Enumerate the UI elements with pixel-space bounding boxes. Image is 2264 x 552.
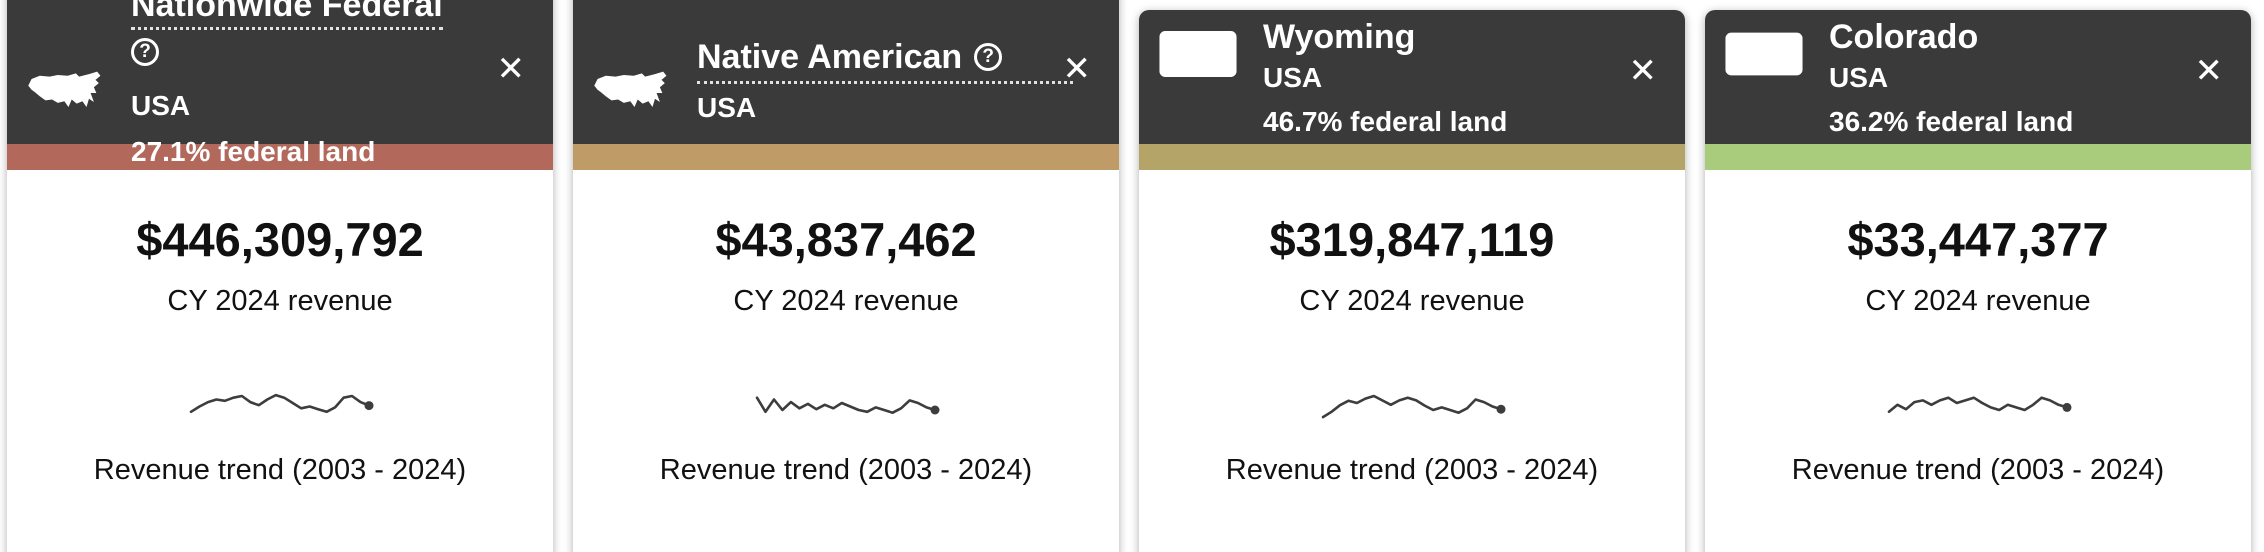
revenue-value: $43,837,462 <box>715 213 977 266</box>
revenue-caption: CY 2024 revenue <box>733 285 959 317</box>
federal-land-label: 27.1% federal land <box>131 136 376 167</box>
region-card-nationwide-federal: ✕ Nationwide Federal ? USA 27.1% federal… <box>7 0 553 552</box>
accent-bar <box>573 144 1119 170</box>
revenue-caption: CY 2024 revenue <box>1299 285 1525 317</box>
region-card-colorado: ✕ Colorado USA 36.2% federal land $33,44… <box>1705 10 2251 552</box>
card-header: ✕ Colorado USA 36.2% federal land <box>1705 10 2251 144</box>
card-title: Colorado <box>1829 18 1979 56</box>
trend-caption: Revenue trend (2003 - 2024) <box>1225 454 1599 486</box>
card-title-row: Native American ? <box>697 38 1073 85</box>
card-title[interactable]: Nationwide Federal <box>131 0 443 31</box>
card-body: $446,309,792 CY 2024 revenue Revenue tre… <box>7 212 553 487</box>
revenue-sparkline <box>1139 374 1685 432</box>
region-label: USA <box>1829 62 1889 93</box>
wyoming-shape-icon <box>1157 26 1239 82</box>
colorado-shape-icon <box>1723 26 1805 82</box>
usa-map-icon <box>25 66 107 120</box>
accent-bar <box>1139 144 1685 170</box>
region-label: USA <box>697 92 757 123</box>
region-card-wyoming: ✕ Wyoming USA 46.7% federal land $319,84… <box>1139 10 1685 552</box>
close-icon[interactable]: ✕ <box>496 50 526 88</box>
accent-bar <box>1705 144 2251 170</box>
federal-land-label: 46.7% federal land <box>1263 106 1508 137</box>
revenue-value: $446,309,792 <box>136 213 424 266</box>
trend-caption: Revenue trend (2003 - 2024) <box>659 454 1033 486</box>
revenue-value: $319,847,119 <box>1269 213 1555 266</box>
help-icon[interactable]: ? <box>974 43 1003 72</box>
revenue-value: $33,447,377 <box>1847 213 2109 266</box>
revenue-sparkline <box>1705 374 2251 432</box>
card-body: $319,847,119 CY 2024 revenue Revenue tre… <box>1139 212 1685 487</box>
card-header: ✕ Nationwide Federal ? USA 27.1% federal… <box>7 0 553 167</box>
close-icon[interactable]: ✕ <box>1628 52 1658 90</box>
region-card-native-american: ✕ Native American ? USA $43,837,462 CY 2… <box>573 0 1119 552</box>
card-header: ✕ Wyoming USA 46.7% federal land <box>1139 10 1685 144</box>
federal-land-label: 36.2% federal land <box>1829 106 2074 137</box>
accent-bar <box>7 144 553 170</box>
card-title: Wyoming <box>1263 18 1416 56</box>
help-icon[interactable]: ? <box>131 38 159 66</box>
close-icon[interactable]: ✕ <box>2194 52 2224 90</box>
region-label: USA <box>1263 62 1323 93</box>
revenue-sparkline <box>7 374 553 432</box>
card-title[interactable]: Native American <box>697 38 963 76</box>
usa-map-icon <box>591 66 673 120</box>
close-icon[interactable]: ✕ <box>1062 50 1092 88</box>
revenue-sparkline <box>573 374 1119 432</box>
region-label: USA <box>131 90 191 121</box>
trend-caption: Revenue trend (2003 - 2024) <box>1791 454 2165 486</box>
card-body: $33,447,377 CY 2024 revenue Revenue tren… <box>1705 212 2251 487</box>
revenue-caption: CY 2024 revenue <box>167 285 393 317</box>
card-body: $43,837,462 CY 2024 revenue Revenue tren… <box>573 212 1119 487</box>
revenue-caption: CY 2024 revenue <box>1865 285 2091 317</box>
trend-caption: Revenue trend (2003 - 2024) <box>93 454 467 486</box>
card-header: ✕ Native American ? USA <box>573 0 1119 144</box>
